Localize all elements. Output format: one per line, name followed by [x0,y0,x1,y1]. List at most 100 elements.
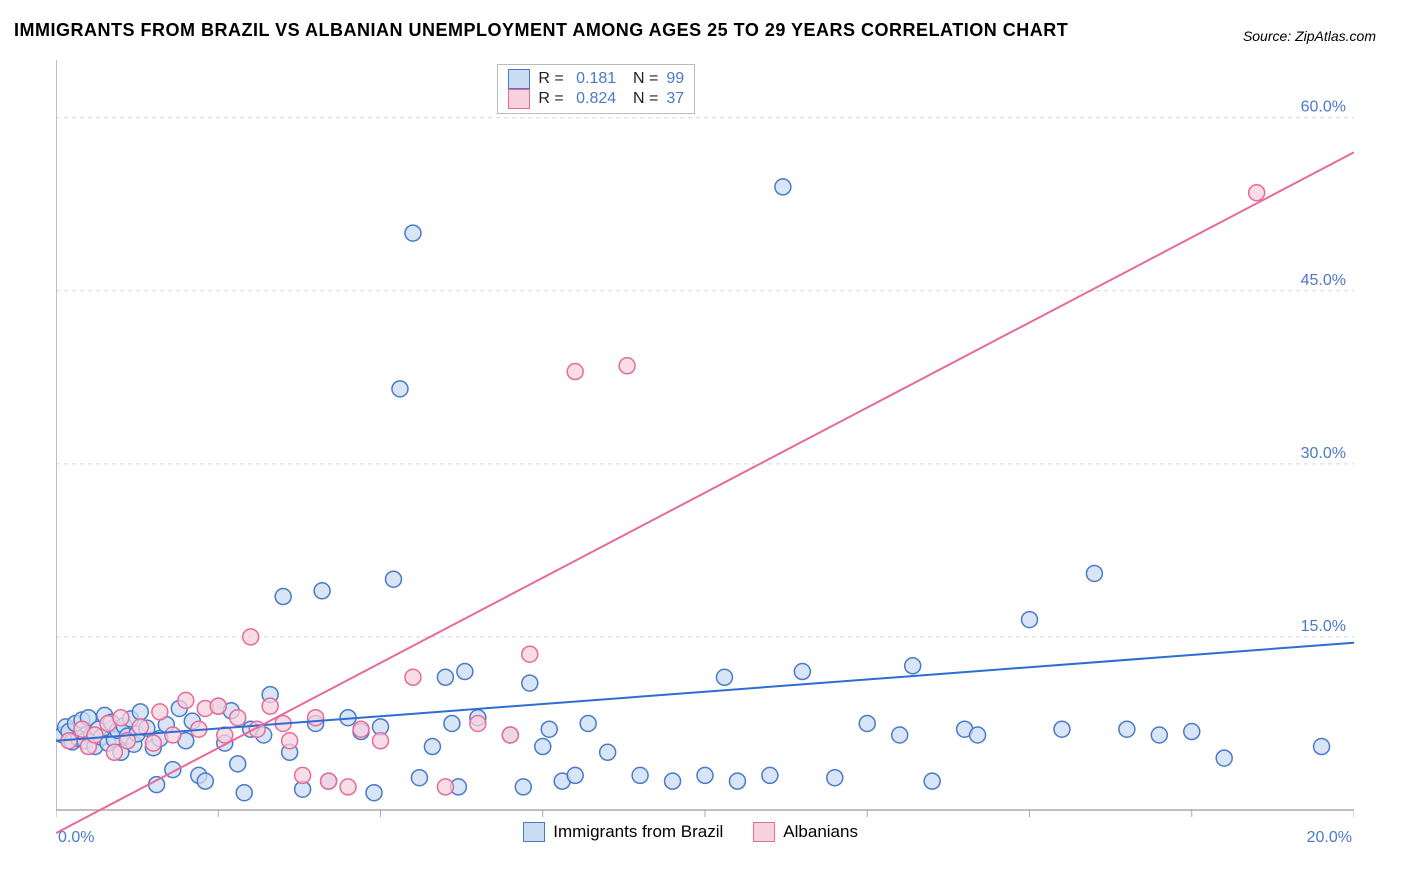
data-point-series-1 [262,698,278,714]
data-point-series-0 [230,756,246,772]
data-point-series-1 [470,715,486,731]
data-point-series-1 [282,733,298,749]
legend-r-label: R = [538,90,563,108]
legend-swatch-icon [523,822,545,842]
data-point-series-1 [321,773,337,789]
data-point-series-1 [152,704,168,720]
data-point-series-1 [1249,185,1265,201]
legend-n-value: 99 [666,70,684,88]
y-tick-label: 45.0% [1301,272,1346,289]
data-point-series-1 [230,710,246,726]
legend-item-0: Immigrants from Brazil [523,822,723,842]
source-name: ZipAtlas.com [1295,28,1376,44]
x-tick-label: 0.0% [58,829,94,846]
data-point-series-0 [457,664,473,680]
data-point-series-0 [580,715,596,731]
legend-n-value: 37 [666,90,684,108]
data-point-series-0 [236,785,252,801]
y-tick-label: 30.0% [1301,445,1346,462]
legend-r-value: 0.824 [572,90,616,108]
legend-series-label: Albanians [783,822,858,842]
data-point-series-0 [697,767,713,783]
plot-background [56,60,1354,810]
data-point-series-1 [340,779,356,795]
legend-n-label: N = [624,90,658,108]
data-point-series-0 [132,704,148,720]
data-point-series-1 [178,692,194,708]
data-point-series-1 [87,727,103,743]
data-point-series-1 [132,719,148,735]
data-point-series-0 [1151,727,1167,743]
legend-item-1: Albanians [753,822,858,842]
legend-swatch-icon [753,822,775,842]
data-point-series-0 [892,727,908,743]
data-point-series-0 [924,773,940,789]
legend-series-label: Immigrants from Brazil [553,822,723,842]
data-point-series-1 [405,669,421,685]
data-point-series-0 [385,571,401,587]
data-point-series-0 [1314,739,1330,755]
data-point-series-0 [541,721,557,737]
data-point-series-0 [716,669,732,685]
data-point-series-1 [353,721,369,737]
data-point-series-1 [373,733,389,749]
data-point-series-0 [535,739,551,755]
data-point-series-0 [515,779,531,795]
chart-container: IMMIGRANTS FROM BRAZIL VS ALBANIAN UNEMP… [0,0,1406,892]
data-point-series-0 [1022,612,1038,628]
y-tick-label: 60.0% [1301,99,1346,116]
data-point-series-0 [905,658,921,674]
data-point-series-1 [308,710,324,726]
data-point-series-0 [762,767,778,783]
data-point-series-0 [1054,721,1070,737]
source-prefix: Source: [1243,28,1295,44]
data-point-series-0 [859,715,875,731]
legend-swatch-icon [508,89,530,109]
data-point-series-0 [437,669,453,685]
data-point-series-0 [729,773,745,789]
y-tick-label: 15.0% [1301,618,1346,635]
data-point-series-0 [567,767,583,783]
data-point-series-0 [444,715,460,731]
data-point-series-0 [665,773,681,789]
legend-row-0: R = 0.181 N = 99 [508,69,684,89]
legend-swatch-icon [508,69,530,89]
plot-area: 15.0% 30.0% 45.0% 60.0% 0.0% 20.0% [56,60,1354,870]
correlation-legend: R = 0.181 N = 99 R = 0.824 N = 37 [497,64,695,114]
data-point-series-1 [243,629,259,645]
data-point-series-1 [113,710,129,726]
data-point-series-0 [275,589,291,605]
data-point-series-1 [165,727,181,743]
data-point-series-1 [145,735,161,751]
data-point-series-0 [632,767,648,783]
data-point-series-0 [392,381,408,397]
chart-title: IMMIGRANTS FROM BRAZIL VS ALBANIAN UNEMP… [14,20,1068,41]
data-point-series-0 [314,583,330,599]
data-point-series-0 [405,225,421,241]
legend-n-label: N = [624,70,658,88]
legend-r-label: R = [538,70,563,88]
chart-svg: 15.0% 30.0% 45.0% 60.0% 0.0% 20.0% [56,60,1354,870]
legend-r-value: 0.181 [572,70,616,88]
data-point-series-0 [522,675,538,691]
x-tick-label: 20.0% [1307,829,1352,846]
data-point-series-1 [619,358,635,374]
data-point-series-0 [411,770,427,786]
data-point-series-1 [106,744,122,760]
legend-row-1: R = 0.824 N = 37 [508,89,684,109]
data-point-series-0 [794,664,810,680]
data-point-series-1 [567,364,583,380]
data-point-series-1 [437,779,453,795]
data-point-series-0 [600,744,616,760]
source-citation: Source: ZipAtlas.com [1243,28,1376,44]
data-point-series-1 [502,727,518,743]
data-point-series-0 [970,727,986,743]
data-point-series-0 [827,770,843,786]
data-point-series-0 [149,777,165,793]
data-point-series-0 [197,773,213,789]
data-point-series-0 [1119,721,1135,737]
data-point-series-0 [775,179,791,195]
data-point-series-1 [210,698,226,714]
data-point-series-0 [424,739,440,755]
series-legend: Immigrants from Brazil Albanians [523,822,858,842]
